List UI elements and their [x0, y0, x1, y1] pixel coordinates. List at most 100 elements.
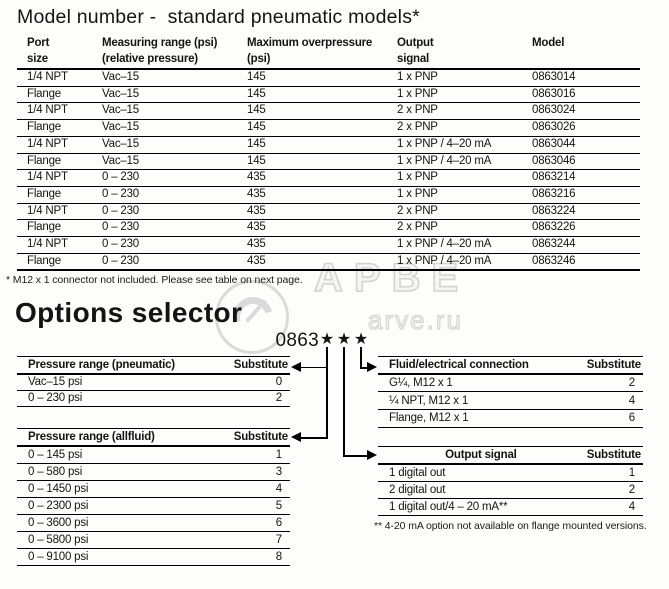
substitute-column-label: Substitute [233, 358, 288, 371]
options-table-title: Fluid/electrical connection [389, 358, 529, 371]
model-table-header-row: Port size Measuring range (psi) (relativ… [17, 36, 640, 70]
model-table-cell: 0863016 [527, 86, 640, 104]
model-table-cell: 2 x PNP [392, 102, 527, 121]
column-header-line: (relative pressure) [102, 52, 198, 65]
pneumatic-pressure-range-table: Pressure range (pneumatic) Substitute Va… [17, 356, 290, 407]
model-table-cell: 145 [242, 153, 392, 171]
options-table-body: Vac–15 psi 0 0 – 230 psi 2 [17, 375, 290, 407]
column-header-line: size [27, 52, 48, 65]
star-icon: ★ [353, 331, 369, 348]
model-table-cell: 1 x PNP / 4–20 mA [392, 136, 527, 154]
option-row: 0 – 1450 psi 4 [17, 481, 290, 498]
model-table-row: Flange 0 – 230 435 1 x PNP 0863216 [17, 186, 640, 204]
option-substitute-value: 0 [275, 376, 282, 388]
options-table-body: G¼, M12 x 1 2 ¼ NPT, M12 x 1 4 Flange, M12 x… [378, 375, 643, 428]
substitute-column-label: Substitute [233, 430, 288, 443]
model-table-cell: 0863216 [527, 186, 640, 204]
model-table-cell: 2 x PNP [392, 203, 527, 221]
column-header-line: Port [27, 37, 50, 49]
model-table-cell: Flange [17, 119, 97, 137]
model-table-cell: 0863026 [527, 119, 640, 137]
options-table-header: Pressure range (pneumatic) Substitute [17, 357, 290, 375]
option-row: 0 – 3600 psi 6 [17, 515, 290, 532]
option-label: G¼, M12 x 1 [389, 376, 453, 389]
model-table-cell: Vac–15 [97, 86, 242, 104]
option-substitute-value: 4 [275, 482, 282, 495]
option-substitute-value: 6 [628, 412, 635, 425]
model-table-cell: 0 – 230 [97, 236, 242, 254]
model-table-cell: 0863226 [527, 219, 640, 238]
options-selector-heading: Options selector [15, 297, 243, 328]
model-table-cell: 1 x PNP / 4–20 mA [392, 253, 527, 272]
model-table-cell: 1/4 NPT [17, 169, 97, 187]
option-substitute-value: 2 [628, 376, 635, 389]
model-number-table: Port size Measuring range (psi) (relativ… [17, 36, 640, 272]
model-table-cell: 145 [242, 69, 392, 87]
model-table-row: Flange 0 – 230 435 1 x PNP / 4–20 mA 0863246 [17, 253, 640, 272]
option-row: 1 digital out 1 [378, 465, 643, 482]
model-table-cell: Flange [17, 253, 97, 272]
option-label: ¼ NPT, M12 x 1 [389, 394, 469, 407]
column-header-line: Model [532, 37, 565, 49]
connector-line-output-signal [344, 455, 368, 457]
star-icon: ★ [319, 331, 335, 348]
model-table-body: 1/4 NPT Vac–15 145 1 x PNP 0863014 Flange Vac–… [17, 69, 640, 272]
model-table-cell: Vac–15 [97, 119, 242, 137]
column-header-line: Maximum overpressure [247, 37, 373, 49]
model-table-cell: 0863224 [527, 203, 640, 221]
model-table-cell: 145 [242, 119, 392, 137]
option-substitute-value: 5 [275, 499, 282, 512]
options-table-title: Pressure range (pneumatic) [28, 358, 175, 371]
option-substitute-value: 7 [275, 534, 282, 547]
option-label: 0 – 230 psi [28, 392, 83, 404]
options-table-header: Output signal Substitute [378, 447, 643, 465]
model-table-cell: 1 x PNP [392, 186, 527, 204]
column-header-port: Port size [17, 36, 97, 70]
model-table-cell: 435 [242, 203, 392, 221]
model-table-cell: Vac–15 [97, 153, 242, 171]
arrow-left-icon [291, 432, 301, 442]
option-label: 0 – 2300 psi [28, 499, 89, 512]
model-table-cell: Flange [17, 153, 97, 171]
model-table-cell: 0 – 230 [97, 186, 242, 204]
model-table-cell: 1/4 NPT [17, 69, 97, 87]
model-table-cell: Flange [17, 219, 97, 238]
model-table-cell: 1/4 NPT [17, 136, 97, 154]
model-table-cell: 0863044 [527, 136, 640, 154]
model-code-prefix: 0863 [275, 330, 319, 351]
options-table-title: Output signal [445, 448, 517, 461]
connector-line-output [343, 347, 345, 457]
model-table-cell: 1 x PNP [392, 69, 527, 87]
option-substitute-value: 4 [628, 500, 635, 513]
model-table-cell: 0863246 [527, 253, 640, 272]
output-signal-footnote: ** 4-20 mA option not available on flang… [374, 520, 647, 532]
model-table-cell: 1/4 NPT [17, 102, 97, 121]
options-table-title: Pressure range (allfluid) [28, 430, 155, 443]
allfluid-pressure-range-table: Pressure range (allfluid) Substitute 0 –… [17, 428, 290, 567]
option-row: 0 – 230 psi 2 [17, 391, 290, 407]
option-row: G¼, M12 x 1 2 [378, 375, 643, 393]
column-header-model: Model [527, 36, 640, 70]
model-table-footnote: * M12 x 1 connector not included. Please… [6, 274, 303, 286]
option-row: 2 digital out 2 [378, 482, 643, 499]
model-table-cell: 1/4 NPT [17, 203, 97, 221]
model-table-cell: 435 [242, 169, 392, 187]
column-header-line: Output [397, 37, 434, 49]
model-table-cell: 145 [242, 136, 392, 154]
options-table-header: Fluid/electrical connection Substitute [378, 357, 643, 375]
option-row: Flange, M12 x 1 6 [378, 410, 643, 428]
model-table-cell: Flange [17, 86, 97, 104]
model-table-cell: 435 [242, 253, 392, 272]
option-row: 0 – 5800 psi 7 [17, 532, 290, 550]
connector-line-allfluid [301, 437, 328, 439]
column-header-line: (psi) [247, 52, 271, 65]
model-table-cell: 2 x PNP [392, 219, 527, 238]
model-table-cell: Vac–15 [97, 136, 242, 154]
model-table-cell: 0863214 [527, 169, 640, 187]
substitute-column-label: Substitute [586, 358, 641, 371]
option-row: 0 – 580 psi 3 [17, 464, 290, 481]
option-substitute-value: 1 [628, 466, 635, 479]
options-table-header: Pressure range (allfluid) Substitute [17, 429, 290, 447]
model-table-cell: 1 x PNP [392, 86, 527, 104]
option-substitute-value: 2 [275, 392, 282, 404]
